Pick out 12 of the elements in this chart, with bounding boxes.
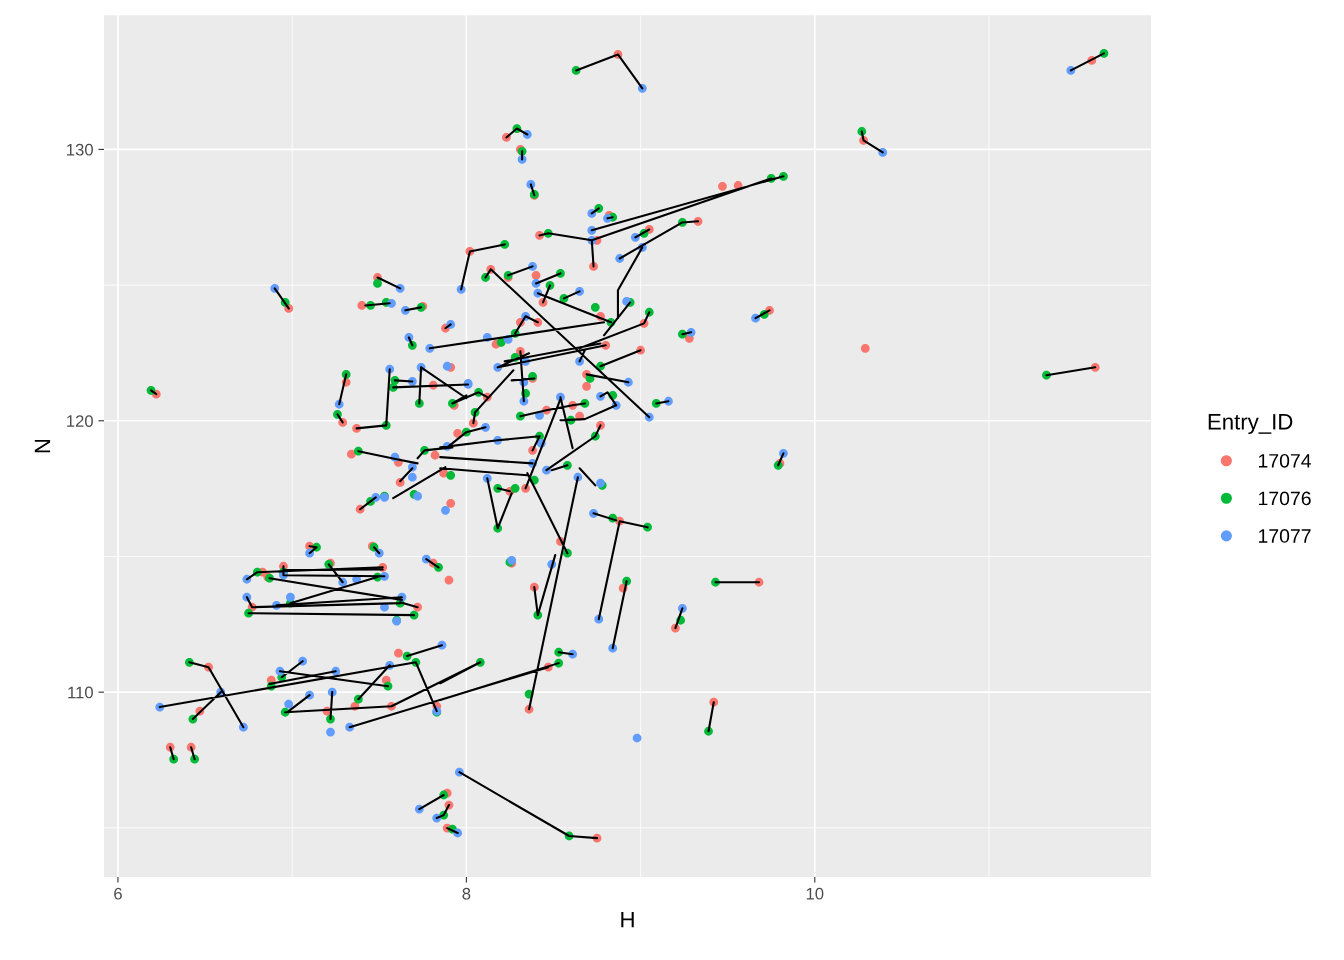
x-tick-label: 8 [462, 887, 471, 900]
y-axis-title: N [34, 439, 51, 453]
x-tick-label: 6 [114, 887, 122, 900]
y-tick-label: 120 [67, 415, 93, 427]
x-tick-label: 10 [806, 887, 824, 900]
legend-label: 17076 [1258, 491, 1311, 506]
legend-label: 17077 [1258, 529, 1311, 543]
y-tick-label: 110 [68, 686, 93, 699]
y-tick-label: 130 [67, 143, 93, 156]
x-axis-title: H [621, 912, 634, 928]
legend-label: 17074 [1258, 453, 1311, 468]
legend-title: Entry_ID [1208, 414, 1293, 434]
